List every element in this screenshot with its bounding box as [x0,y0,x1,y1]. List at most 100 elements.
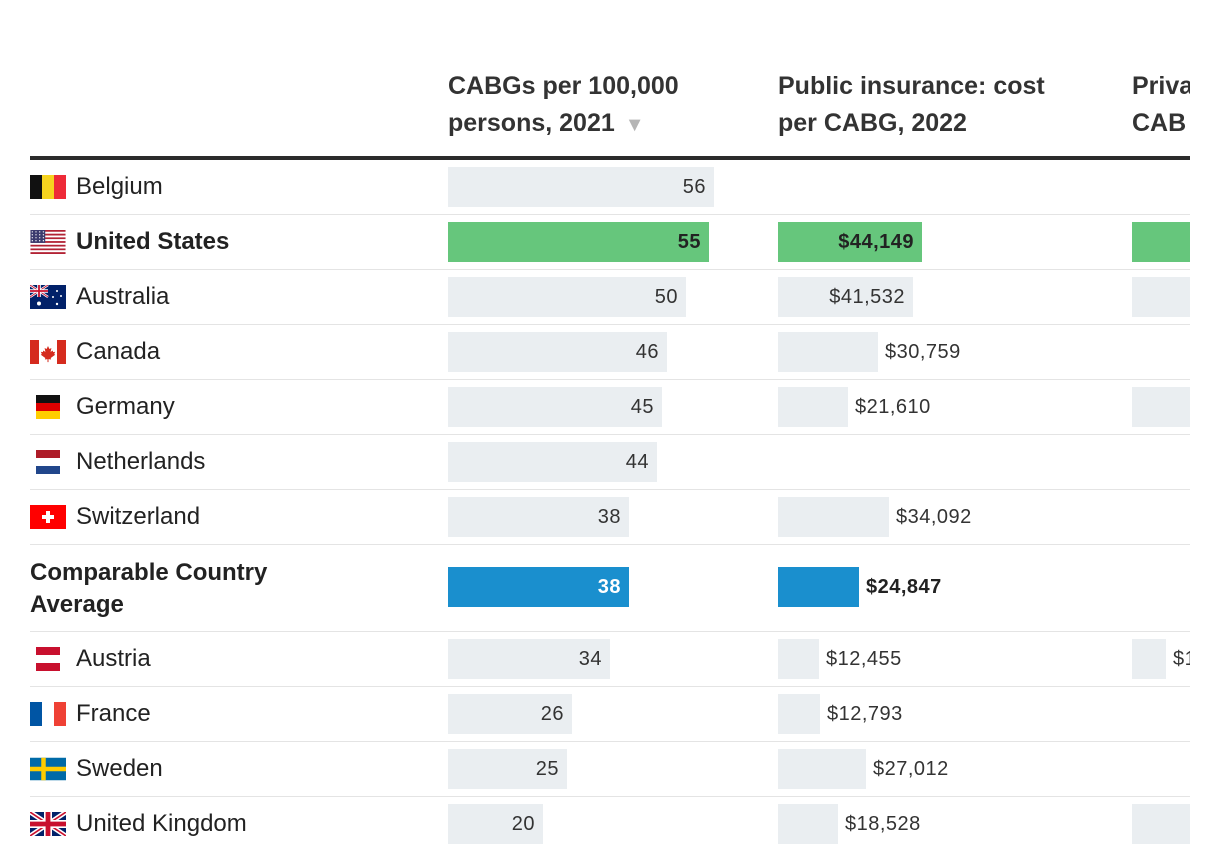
country-cell: Netherlands [30,435,205,489]
column-header-public-line1: Public insurance: cost [778,72,1045,100]
country-name: Canada [76,338,161,365]
table-row: Sweden 25 $27,012 [30,742,1190,797]
country-cell: France [30,687,151,741]
table-row: Canada 46 $30,759 [30,325,1190,380]
cabgs-bar [448,387,662,427]
public-cost-value-label: $44,149 [838,231,914,253]
france-flag-icon [30,702,66,726]
public-cost-value-label: $34,092 [896,506,972,528]
country-name: United States [76,228,230,255]
netherlands-flag-icon [30,450,66,474]
column-header-cabgs-line2: persons, 2021 [448,109,615,137]
cabgs-bar [448,567,629,607]
country-cell: United Kingdom [30,797,247,850]
cabgs-value-label: 38 [597,576,621,598]
country-name: Austria [76,645,151,672]
table-row: United States 55 $44,149 [30,215,1190,270]
table-row: United Kingdom 20 $18,528 [30,797,1190,850]
australia-flag-icon [30,285,66,309]
table-row: Netherlands 44 [30,435,1190,490]
private-cost-value-label: $1 [1173,648,1190,670]
country-name: Sweden [76,755,163,782]
public-cost-value-label: $30,759 [885,341,961,363]
country-cell: United States [30,215,229,269]
austria-flag-icon [30,647,66,671]
country-name: Switzerland [76,503,201,530]
cabgs-value-label: 20 [511,813,535,835]
column-header-private-line2: CAB [1132,109,1187,137]
public-cost-bar [778,222,922,262]
cabgs-bar [448,749,567,789]
public-cost-bar [778,639,819,679]
column-header-public-line2: per CABG, 2022 [778,109,967,137]
cabgs-bar [448,442,657,482]
table-row: Comparable Country Average 38 $24,847 [30,545,1190,632]
table-row: Belgium 56 [30,160,1190,215]
public-cost-bar [778,804,838,844]
table-row: Austria 34 $12,455 $1 [30,632,1190,687]
cabgs-bar [448,497,629,537]
table-body: Belgium 56 United States 55 $44,149 Australia… [30,160,1190,850]
private-cost-bar [1132,804,1190,844]
cabgs-value-label: 38 [597,506,621,528]
public-cost-value-label: $12,455 [826,648,902,670]
private-cost-bar [1132,639,1166,679]
public-cost-value-label: $12,793 [827,703,903,725]
table-row: Australia 50 $41,532 [30,270,1190,325]
country-name: United Kingdom [76,810,247,837]
cabg-table: CABGs per 100,000 persons, 2021 ▼ Public … [30,60,1190,850]
public-cost-bar [778,749,866,789]
germany-flag-icon [30,395,66,419]
country-cell: Sweden [30,742,163,796]
sweden-flag-icon [30,757,66,781]
country-cell: Germany [30,380,175,434]
column-header-cabgs[interactable]: CABGs per 100,000 persons, 2021 ▼ [448,68,679,144]
cabgs-value-label: 50 [654,286,678,308]
table-header: CABGs per 100,000 persons, 2021 ▼ Public … [30,60,1190,160]
country-name: Belgium [76,173,163,200]
cabgs-value-label: 25 [535,758,559,780]
table-row: Germany 45 $21,610 [30,380,1190,435]
country-name: Australia [76,283,170,310]
switzerland-flag-icon [30,505,66,529]
country-name: Germany [76,393,175,420]
column-header-cabgs-line1: CABGs per 100,000 [448,72,679,100]
country-cell: Comparable Country Average [30,557,300,621]
public-cost-value-label: $21,610 [855,396,931,418]
public-cost-bar [778,387,848,427]
country-cell: Austria [30,632,151,686]
private-cost-bar [1132,277,1190,317]
public-cost-bar [778,694,820,734]
table-row: Switzerland 38 $34,092 [30,490,1190,545]
belgium-flag-icon [30,175,66,199]
country-name: France [76,700,151,727]
us-flag-icon [30,230,66,254]
country-name: Netherlands [76,448,206,475]
country-cell: Canada [30,325,160,379]
public-cost-bar [778,567,859,607]
cabgs-value-label: 56 [682,176,706,198]
cabgs-bar [448,639,610,679]
country-cell: Belgium [30,160,163,214]
uk-flag-icon [30,812,66,836]
cabgs-bar [448,804,543,844]
public-cost-bar [778,497,889,537]
public-cost-bar [778,277,913,317]
cabgs-value-label: 46 [635,341,659,363]
sort-down-icon[interactable]: ▼ [624,114,645,136]
private-cost-bar [1132,222,1190,262]
cabgs-bar [448,694,572,734]
table-row: France 26 $12,793 [30,687,1190,742]
public-cost-value-label: $27,012 [873,758,949,780]
public-cost-value-label: $18,528 [845,813,921,835]
cabgs-value-label: 44 [625,451,649,473]
cabgs-value-label: 34 [578,648,602,670]
country-cell: Australia [30,270,169,324]
private-cost-bar [1132,387,1190,427]
cabgs-bar [448,277,686,317]
cabgs-value-label: 45 [630,396,654,418]
column-header-private-cost[interactable]: Priva CAB [1132,68,1190,142]
cabgs-value-label: 26 [540,703,564,725]
cabgs-bar [448,222,709,262]
column-header-public-cost[interactable]: Public insurance: cost per CABG, 2022 [778,68,1045,142]
